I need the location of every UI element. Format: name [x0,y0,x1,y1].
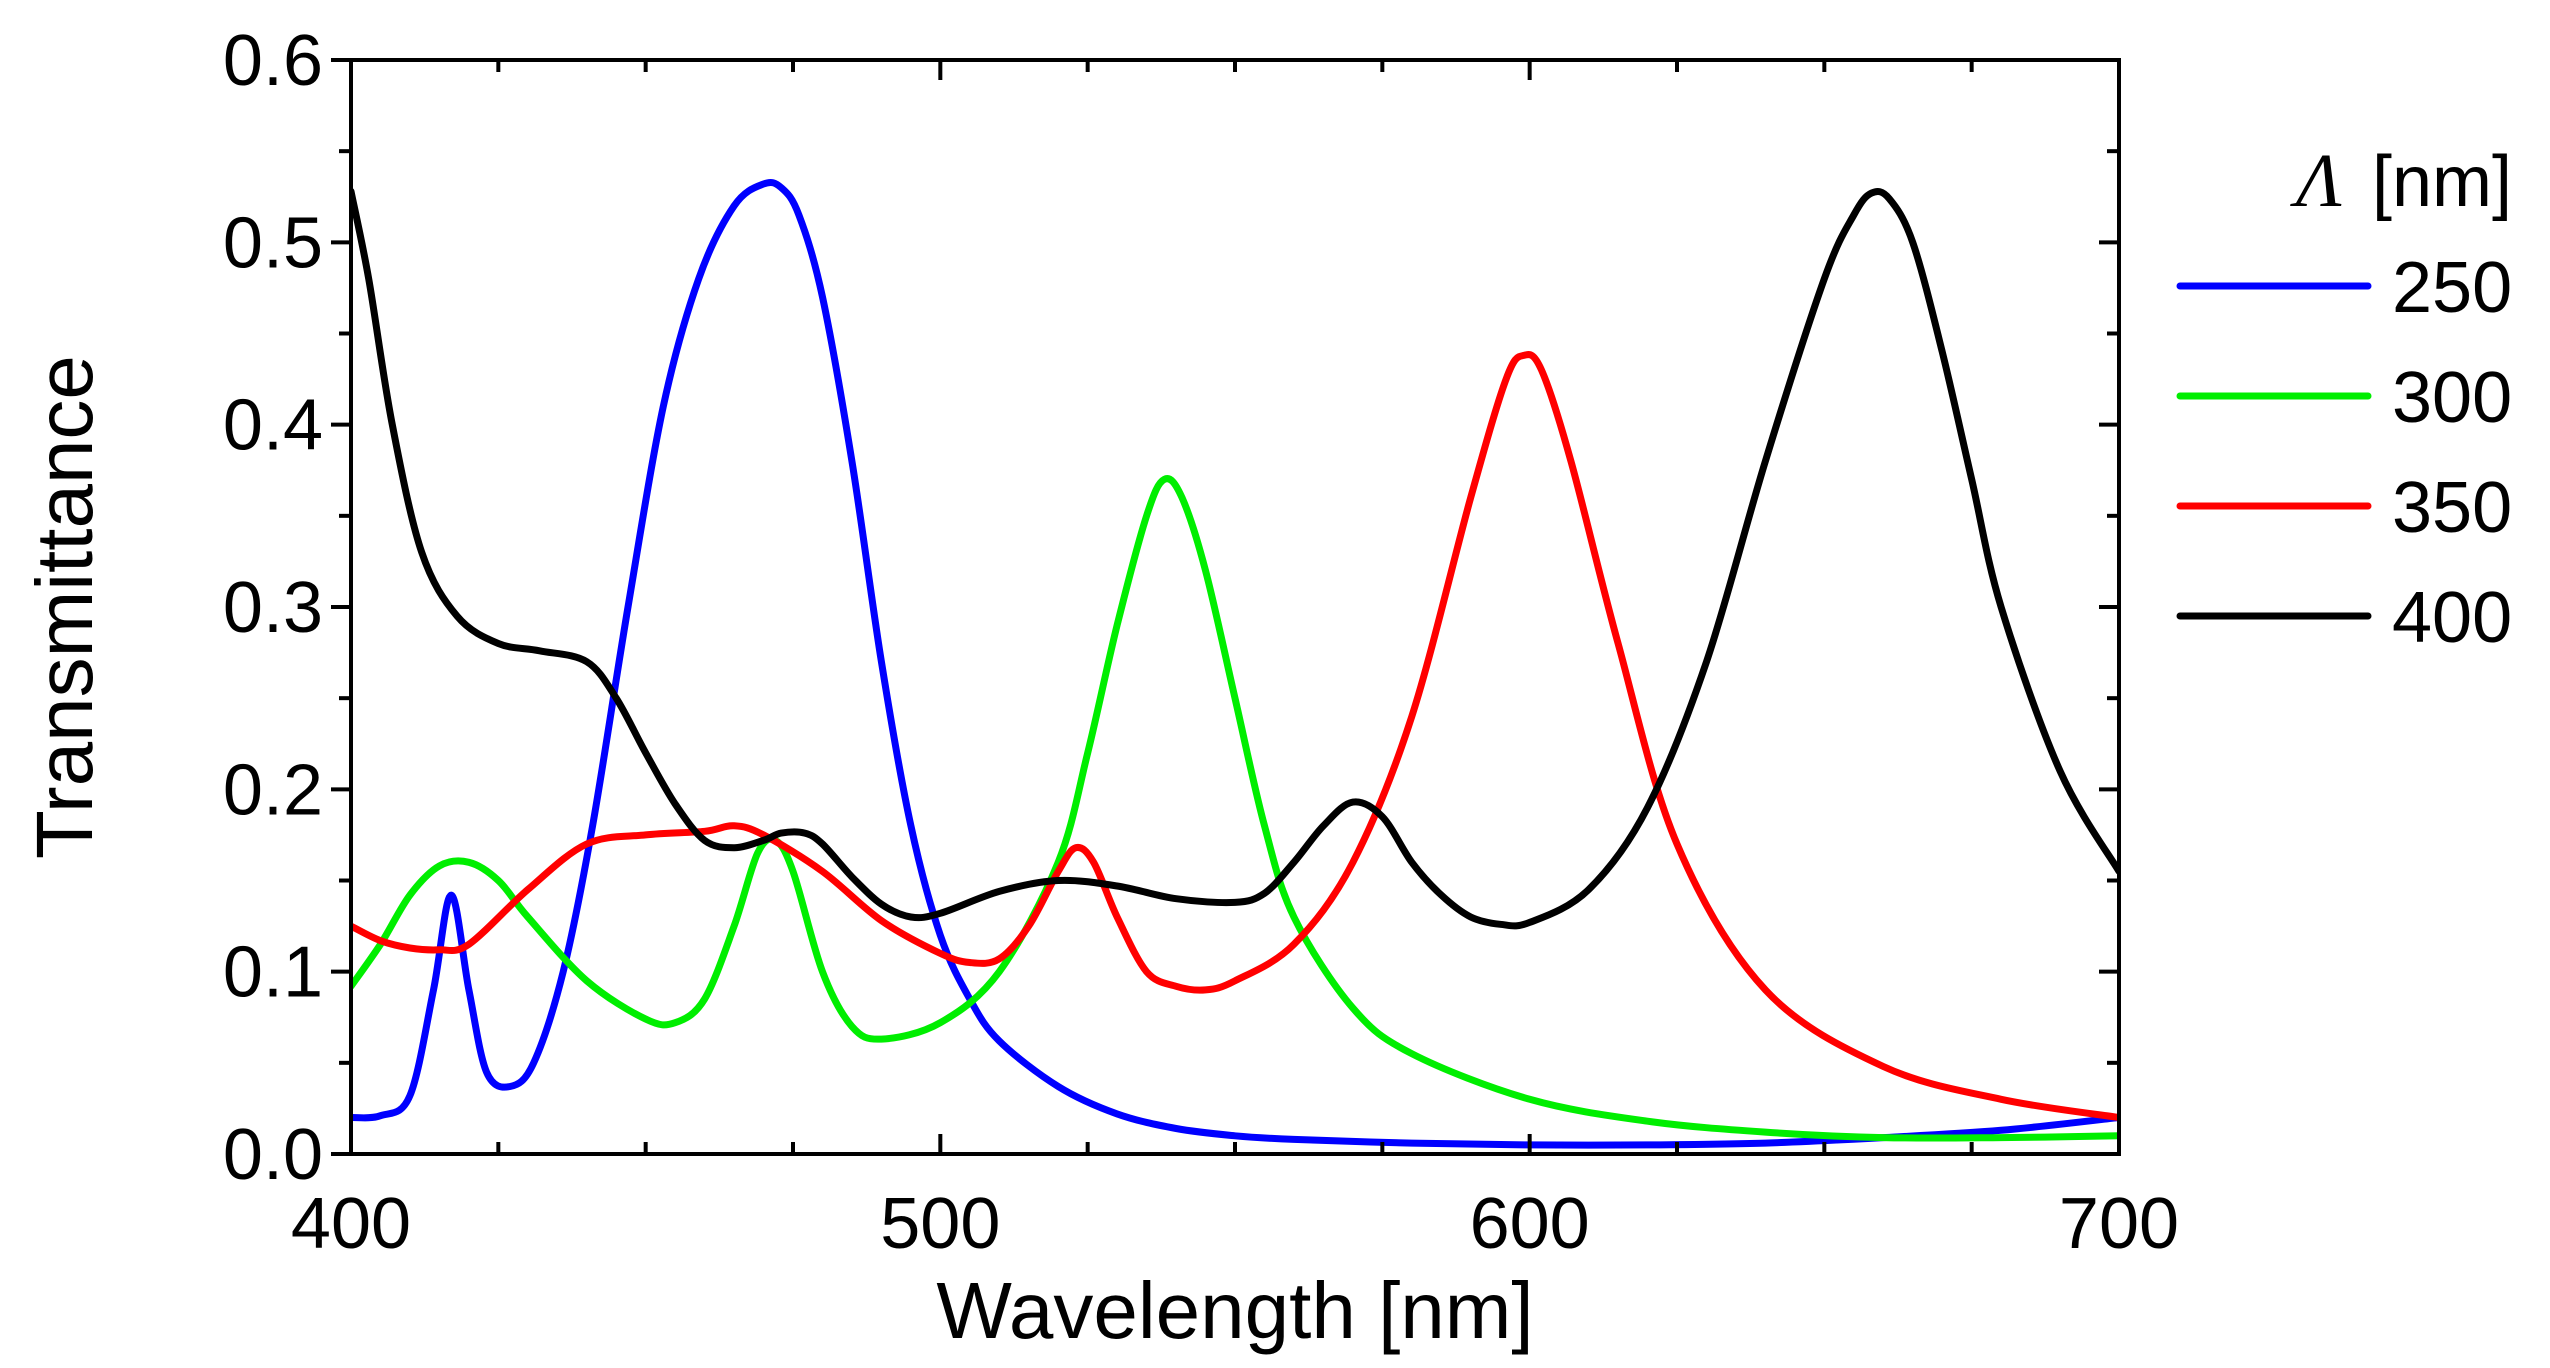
series-line-300 [351,475,2119,1142]
y-tick-label-0.2: 0.2 [223,750,323,830]
x-tick-label-400: 400 [291,1184,411,1264]
x-tick-label-500: 500 [880,1184,1000,1264]
y-tick-label-0.0: 0.0 [223,1115,323,1195]
legend: Λ [nm] 250 300 350 400 [2176,139,2512,658]
tick-labels-layer: 400 500 600 700 0.0 0.1 0.2 0.3 0.4 0.5 0.6 [223,21,2179,1264]
series-layer [351,178,2119,1149]
x-tick-label-600: 600 [1470,1184,1590,1264]
y-axis-title: Transmittance [20,355,109,859]
series-line-250 [351,178,2119,1149]
x-tick-label-700: 700 [2059,1184,2179,1264]
x-axis-title: Wavelength [nm] [936,1266,1533,1355]
series-line-350 [351,351,2119,1121]
legend-label-250: 250 [2392,248,2512,328]
y-tick-label-0.3: 0.3 [223,568,323,648]
legend-label-350: 350 [2392,468,2512,548]
series-line-400 [351,187,2119,930]
plot-frame [349,58,2121,1156]
y-tick-label-0.5: 0.5 [223,203,323,283]
legend-label-400: 400 [2392,578,2512,658]
ticks-layer [331,58,2121,1156]
legend-label-300: 300 [2392,358,2512,438]
legend-entries: 250 300 350 400 [2176,248,2512,658]
legend-title-symbol: Λ [2290,139,2342,223]
legend-title-unit: [nm] [2372,142,2512,222]
y-tick-label-0.1: 0.1 [223,933,323,1013]
y-tick-label-0.4: 0.4 [223,386,323,466]
y-tick-label-0.6: 0.6 [223,21,323,101]
